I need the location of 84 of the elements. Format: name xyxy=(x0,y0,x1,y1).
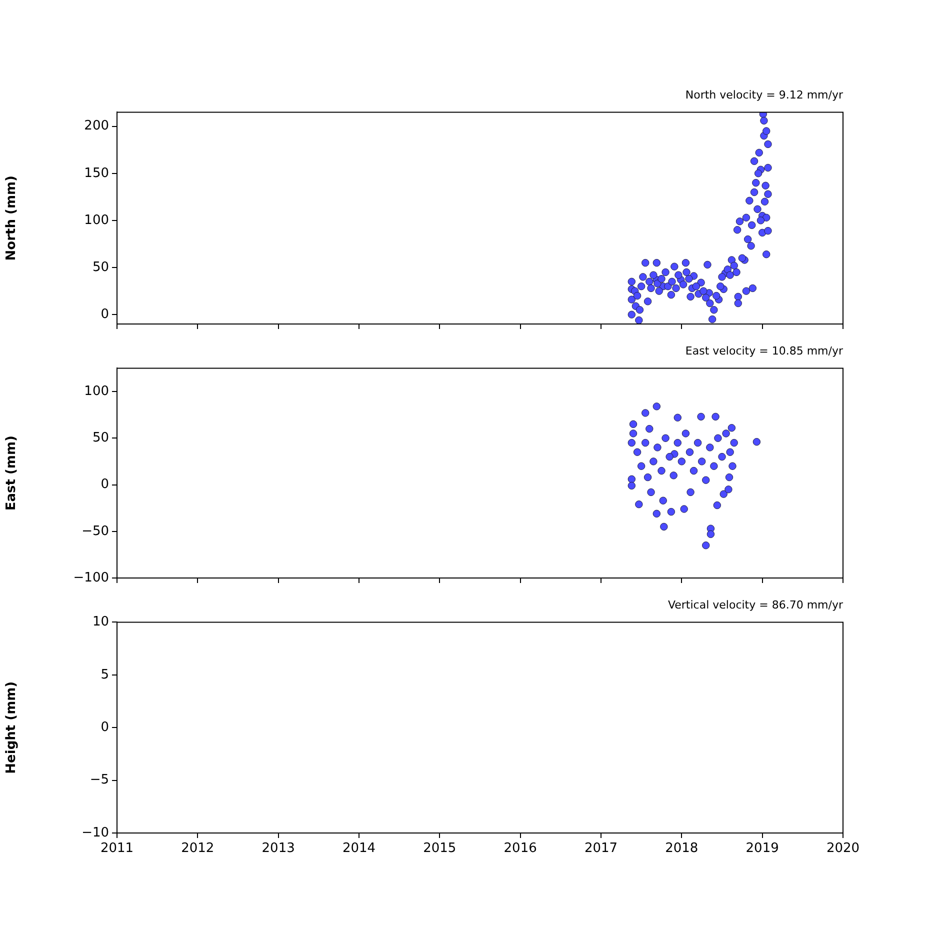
point xyxy=(720,490,728,498)
point xyxy=(646,424,654,433)
y-tick-label: −50 xyxy=(82,524,109,539)
point xyxy=(644,473,652,482)
point xyxy=(667,508,676,516)
y-tick-label: −10 xyxy=(82,825,109,840)
point xyxy=(642,438,650,447)
x-tick-label: 2014 xyxy=(342,841,376,856)
y-axis-title: East (mm) xyxy=(4,436,20,511)
y-tick-label: 0 xyxy=(100,720,109,735)
point xyxy=(666,452,674,461)
point xyxy=(702,542,710,550)
point xyxy=(724,486,732,494)
point xyxy=(698,458,706,466)
point xyxy=(726,448,734,456)
point xyxy=(642,409,650,417)
point xyxy=(686,488,694,496)
point xyxy=(629,430,638,438)
point xyxy=(680,505,688,513)
point xyxy=(702,476,710,484)
y-tick-label: −5 xyxy=(90,772,109,788)
point xyxy=(658,466,666,475)
point xyxy=(706,530,715,538)
point xyxy=(650,458,658,466)
point xyxy=(628,438,636,447)
point xyxy=(728,462,736,470)
point xyxy=(682,430,690,438)
point xyxy=(637,462,646,470)
point xyxy=(652,402,661,410)
x-tick-label: 2013 xyxy=(262,841,295,856)
point xyxy=(633,448,642,456)
point xyxy=(697,412,705,421)
point xyxy=(647,488,655,496)
y-tick-label: −100 xyxy=(73,570,109,586)
x-tick-label: 2011 xyxy=(100,841,134,856)
point xyxy=(730,438,738,447)
point xyxy=(629,420,638,428)
y-tick-label: 200 xyxy=(84,118,109,134)
point xyxy=(690,466,698,475)
point xyxy=(710,462,718,470)
point xyxy=(728,424,736,432)
x-tick-label: 2015 xyxy=(423,841,456,856)
point xyxy=(659,496,667,504)
y-tick-label: 100 xyxy=(84,384,109,399)
point xyxy=(725,473,734,482)
x-tick-label: 2016 xyxy=(504,841,537,856)
y-tick-label: 10 xyxy=(92,614,109,630)
point xyxy=(722,430,730,438)
chart-title: North velocity = 9.12 mm/yr xyxy=(685,88,844,102)
point xyxy=(686,448,694,456)
point xyxy=(652,510,661,518)
y-tick-label: 5 xyxy=(100,667,109,682)
point xyxy=(674,414,682,422)
point xyxy=(660,522,668,531)
y-tick-label: 50 xyxy=(92,430,109,446)
point xyxy=(670,472,678,480)
x-tick-label: 2019 xyxy=(746,841,779,856)
x-tick-label: 2012 xyxy=(181,841,214,856)
point xyxy=(628,475,636,484)
y-tick-label: 50 xyxy=(92,260,109,275)
point xyxy=(718,452,726,461)
point xyxy=(628,482,636,490)
point xyxy=(674,438,682,447)
y-axis-title: North (mm) xyxy=(4,176,20,261)
point xyxy=(752,438,761,446)
x-tick-label: 2018 xyxy=(665,841,698,856)
point xyxy=(678,458,686,466)
chart-title: East velocity = 10.85 mm/yr xyxy=(685,344,844,358)
point xyxy=(706,444,714,452)
x-tick-label: 2017 xyxy=(584,841,618,856)
x-tick-label: 2020 xyxy=(826,841,860,856)
point xyxy=(635,500,643,508)
y-tick-label: 100 xyxy=(84,212,109,228)
point xyxy=(694,438,702,447)
y-tick-label: 0 xyxy=(100,477,109,492)
point xyxy=(713,501,722,510)
y-tick-label: 0 xyxy=(100,306,109,322)
y-axis-title: Height (mm) xyxy=(4,681,20,774)
point xyxy=(662,434,670,442)
point xyxy=(712,412,720,421)
chart-title: Vertical velocity = 86.70 mm/yr xyxy=(668,598,844,612)
y-tick-label: 150 xyxy=(84,166,109,181)
point xyxy=(714,434,722,442)
point xyxy=(654,444,662,452)
